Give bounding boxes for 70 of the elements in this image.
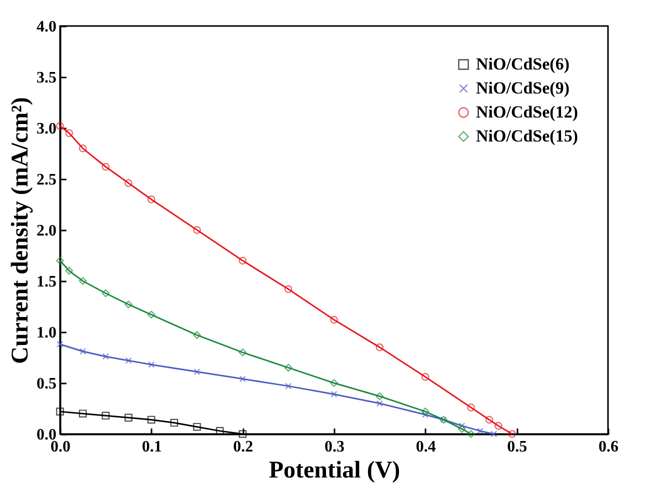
point xyxy=(193,422,201,431)
y-tick-label: 2.5 xyxy=(36,172,56,188)
point xyxy=(124,300,132,308)
point xyxy=(330,379,338,387)
legend-label: NiO/CdSe(15) xyxy=(476,126,578,146)
y-tick-label: 3.5 xyxy=(36,70,56,86)
point xyxy=(376,392,384,400)
point xyxy=(78,277,87,285)
point xyxy=(102,289,110,298)
legend-label: NiO/CdSe(9) xyxy=(476,78,570,98)
x-axis-title: Potential (V) xyxy=(268,458,400,484)
y-axis-title: Current density (mA/cm²) xyxy=(8,97,34,364)
point xyxy=(56,408,64,416)
y-tick-label: 1.0 xyxy=(36,324,56,342)
x-tick-label: 0.4 xyxy=(416,438,436,456)
y-tick-label: 0.5 xyxy=(36,376,56,392)
point xyxy=(148,361,155,368)
point xyxy=(78,410,87,418)
point xyxy=(147,310,156,319)
x-tick-label: 0.0 xyxy=(50,438,70,456)
point xyxy=(238,256,247,264)
point xyxy=(490,430,498,438)
point xyxy=(376,343,384,352)
point xyxy=(147,416,156,424)
point xyxy=(508,430,516,438)
y-tick-label: 4.0 xyxy=(36,18,56,36)
point xyxy=(102,353,109,360)
point xyxy=(421,408,430,416)
x-tick-label: 0.1 xyxy=(142,438,162,456)
x-tick-label: 0.5 xyxy=(507,438,528,456)
point xyxy=(376,400,383,407)
point xyxy=(421,372,430,381)
point xyxy=(285,382,292,390)
point xyxy=(494,422,502,430)
point xyxy=(147,196,156,204)
point xyxy=(78,144,87,152)
x-tick-label: 0.3 xyxy=(324,438,344,456)
point xyxy=(476,428,484,434)
point xyxy=(284,364,292,372)
point xyxy=(194,368,200,376)
point xyxy=(238,348,247,356)
point xyxy=(467,430,475,438)
point xyxy=(56,122,64,130)
point xyxy=(80,348,86,355)
point xyxy=(467,404,475,412)
point xyxy=(330,316,338,324)
x-tick-label: 0.2 xyxy=(233,438,254,456)
y-tick-label: 2.0 xyxy=(36,222,56,240)
point xyxy=(458,424,466,433)
point xyxy=(65,129,74,137)
point xyxy=(193,331,201,339)
point xyxy=(330,390,338,398)
point xyxy=(170,418,178,427)
point xyxy=(125,357,132,364)
point xyxy=(102,412,110,420)
point xyxy=(239,376,246,382)
y-tick-label: 1.5 xyxy=(36,274,56,290)
legend-label: NiO/CdSe(6) xyxy=(476,54,570,74)
point xyxy=(193,226,201,234)
legend-label: NiO/CdSe(12) xyxy=(476,102,578,122)
point xyxy=(124,179,132,187)
x-tick-label: 0.6 xyxy=(598,438,618,456)
point xyxy=(56,341,64,348)
point xyxy=(284,285,292,294)
point xyxy=(65,266,74,275)
y-tick-label: 3.0 xyxy=(36,120,56,138)
point xyxy=(102,162,110,171)
point xyxy=(124,414,132,422)
point xyxy=(56,256,64,265)
point xyxy=(485,416,494,424)
